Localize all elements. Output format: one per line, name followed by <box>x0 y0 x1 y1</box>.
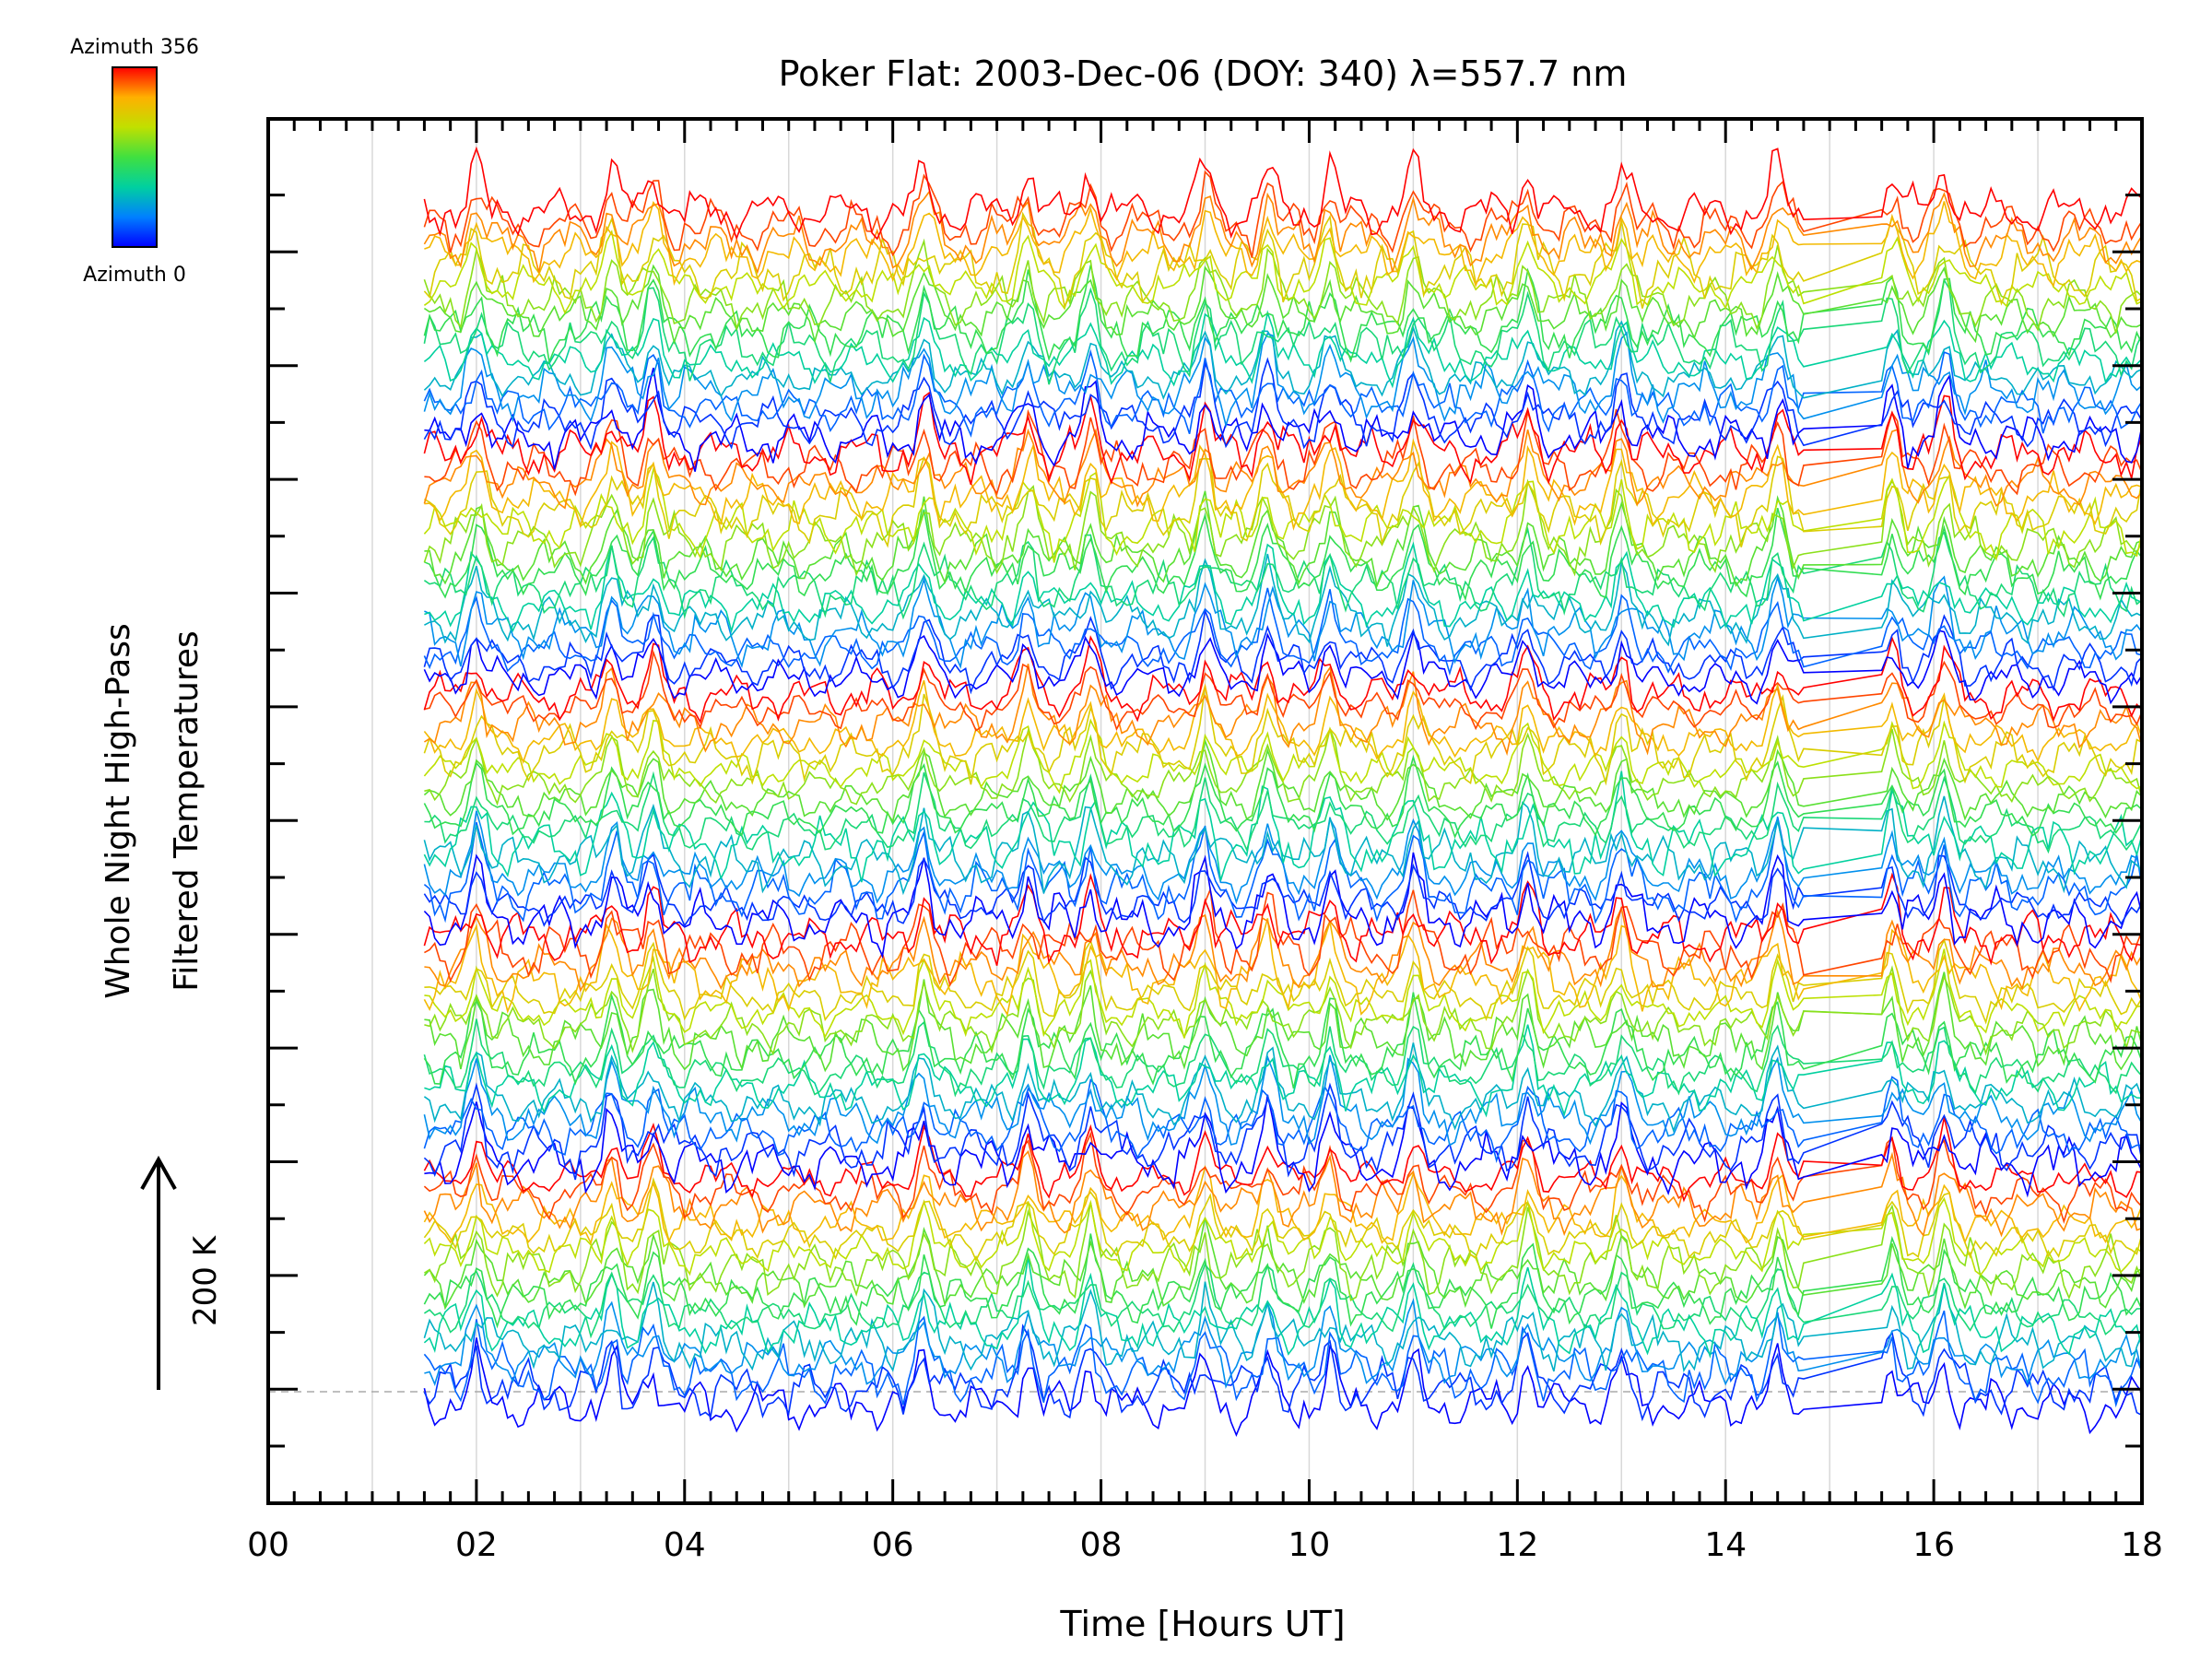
series-line <box>423 190 2142 275</box>
series-line <box>424 507 2142 602</box>
series-line <box>423 795 2142 896</box>
series-line <box>423 629 2142 705</box>
series-line <box>423 1324 2142 1422</box>
series-line <box>423 1262 2142 1339</box>
x-tick-label: 02 <box>455 1526 498 1564</box>
series-line <box>423 810 2142 905</box>
series-line <box>423 320 2142 401</box>
series-line <box>423 587 2142 677</box>
colorbar-top-label: Azimuth 356 <box>70 36 199 59</box>
series-line <box>423 1018 2142 1098</box>
series-line <box>423 170 2142 258</box>
series-line <box>423 1176 2142 1263</box>
x-tick-labels: 00 02 04 06 08 10 12 14 16 18 <box>247 1526 2163 1564</box>
series-line <box>423 754 2142 839</box>
series-line <box>423 852 2142 959</box>
series-line <box>423 277 2142 385</box>
series-line <box>424 1024 2142 1118</box>
series-line <box>423 1082 2142 1181</box>
y-axis-label-line2: Filtered Temperatures <box>168 630 206 992</box>
series-line <box>423 664 2142 757</box>
x-tick-label: 04 <box>664 1526 706 1564</box>
series-line <box>423 526 2142 620</box>
series-line <box>423 1218 2142 1311</box>
series-line <box>423 357 2142 451</box>
series-group <box>423 146 2142 1437</box>
chart-title: Poker Flat: 2003-Dec-06 (DOY: 340) λ=557… <box>779 53 1628 94</box>
colorbar-gradient <box>112 66 158 248</box>
series-line <box>424 575 2142 669</box>
x-tick-label: 10 <box>1288 1526 1331 1564</box>
series-line <box>423 1337 2142 1437</box>
series-line <box>424 771 2142 854</box>
series-line <box>423 1053 2142 1147</box>
x-tick-label: 06 <box>872 1526 914 1564</box>
series-line <box>423 1256 2142 1359</box>
series-line <box>424 649 2142 732</box>
series-line <box>424 408 2142 497</box>
series-line <box>423 348 2142 438</box>
series-line <box>423 817 2142 924</box>
x-tick-label: 08 <box>1080 1526 1123 1564</box>
series-line <box>423 1233 2142 1329</box>
series-line <box>423 467 2142 563</box>
series-line <box>424 887 2142 987</box>
series-line <box>423 771 2142 883</box>
series-line <box>424 937 2142 1025</box>
scale-arrow-head <box>140 1155 177 1190</box>
series-line <box>423 1281 2142 1373</box>
scale-arrow <box>140 1155 177 1390</box>
x-tick-label: 18 <box>2121 1526 2163 1564</box>
series-line <box>424 438 2142 531</box>
x-tick-label: 00 <box>247 1526 289 1564</box>
series-line <box>423 872 2142 966</box>
x-tick-label: 12 <box>1496 1526 1538 1564</box>
x-tick-label: 14 <box>1704 1526 1747 1564</box>
x-axis-label: Time [Hours UT] <box>1059 1604 1345 1644</box>
series-line <box>423 478 2142 577</box>
series-line <box>423 211 2142 309</box>
series-line <box>423 1164 2142 1246</box>
series-line <box>423 918 2142 1017</box>
scale-label: 200 K <box>187 1234 224 1326</box>
series-line <box>424 201 2142 288</box>
series-line <box>423 1117 2142 1203</box>
series-line <box>423 680 2142 765</box>
y-axis-label-line1: Whole Night High-Pass <box>100 623 137 999</box>
series-line <box>424 1094 2142 1198</box>
series-line <box>423 264 2142 346</box>
series-line <box>423 737 2142 824</box>
series-line <box>423 992 2142 1089</box>
series-line <box>424 948 2142 1039</box>
series-line <box>423 1076 2142 1163</box>
series-line <box>423 1149 2142 1238</box>
series-line <box>423 686 2142 786</box>
series-line <box>424 965 2142 1056</box>
x-tick-label: 16 <box>1912 1526 1955 1564</box>
axis-ticks <box>266 119 2144 1503</box>
colorbar-bottom-label: Azimuth 0 <box>83 264 186 287</box>
series-line <box>423 331 2142 429</box>
series-line <box>423 635 2142 724</box>
series-line <box>424 1298 2142 1390</box>
series-line <box>424 905 2142 993</box>
series-line <box>423 718 2142 794</box>
series-line <box>424 367 2142 472</box>
series-line <box>423 1202 2142 1301</box>
series-line <box>423 146 2142 241</box>
series-line <box>424 553 2142 647</box>
colorbar: Azimuth 356 Azimuth 0 <box>70 36 199 287</box>
series-line <box>423 310 2142 389</box>
series-line <box>423 265 2142 365</box>
series-line <box>423 607 2142 695</box>
series-line <box>423 1196 2142 1277</box>
series-line <box>423 1042 2142 1134</box>
